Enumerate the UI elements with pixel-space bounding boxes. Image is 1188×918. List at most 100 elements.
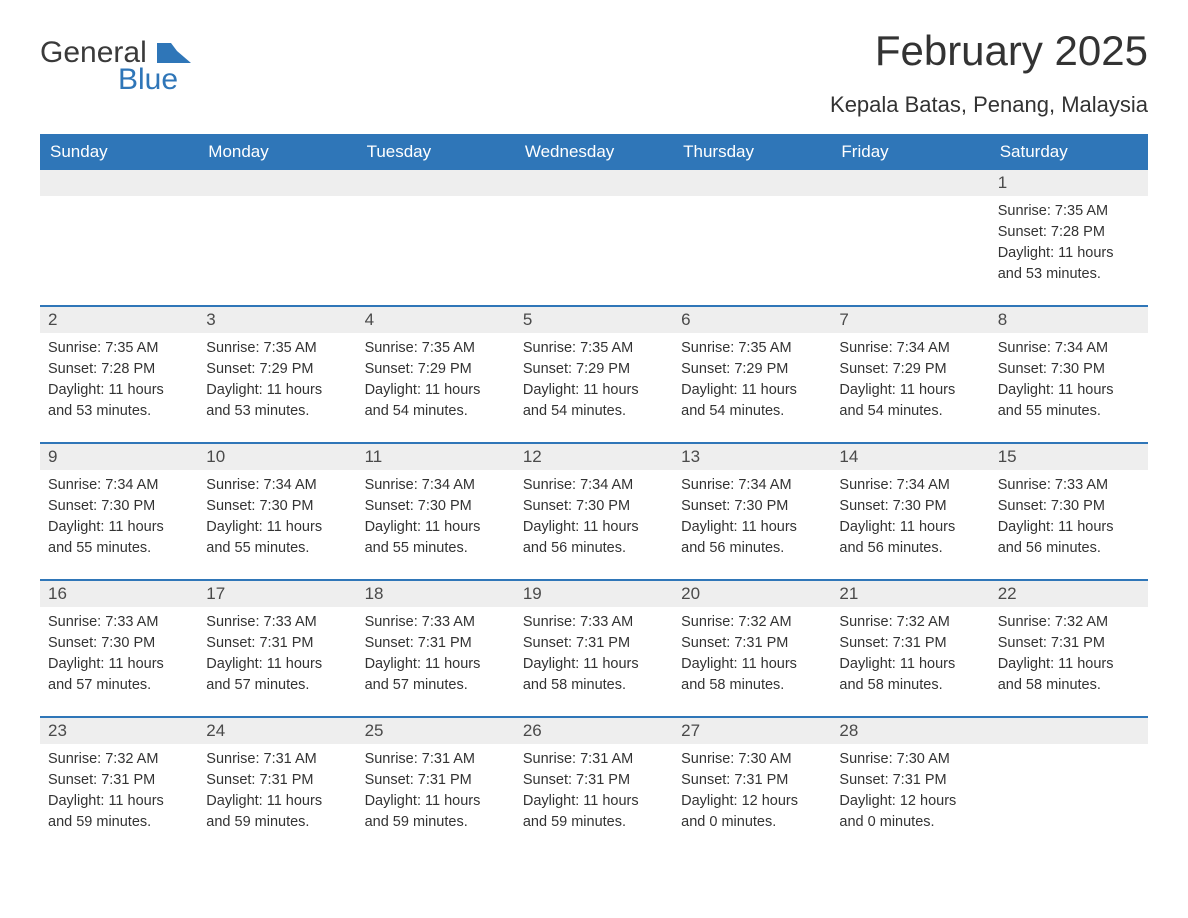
day-cell: 21Sunrise: 7:32 AMSunset: 7:31 PMDayligh… — [831, 581, 989, 704]
daynum-row: 3 — [198, 307, 356, 333]
day-cell: 22Sunrise: 7:32 AMSunset: 7:31 PMDayligh… — [990, 581, 1148, 704]
sunrise-text: Sunrise: 7:32 AM — [48, 749, 190, 770]
sunrise-text: Sunrise: 7:33 AM — [523, 612, 665, 633]
weeks-container: ......1Sunrise: 7:35 AMSunset: 7:28 PMDa… — [40, 170, 1148, 841]
day-content: Sunrise: 7:35 AMSunset: 7:28 PMDaylight:… — [990, 196, 1148, 285]
daynum-row: 25 — [357, 718, 515, 744]
day-content: Sunrise: 7:33 AMSunset: 7:31 PMDaylight:… — [515, 607, 673, 696]
brand-logo: General Blue — [40, 28, 191, 95]
day-number: 3 — [206, 310, 215, 329]
day-cell: 10Sunrise: 7:34 AMSunset: 7:30 PMDayligh… — [198, 444, 356, 567]
day-cell: 5 Sunrise: 7:35 AMSunset: 7:29 PMDaylight… — [515, 307, 673, 430]
day-cell: 1Sunrise: 7:35 AMSunset: 7:28 PMDaylight… — [990, 170, 1148, 293]
sunset-text: Sunset: 7:29 PM — [206, 359, 348, 380]
daylight-text: Daylight: 11 hours and 53 minutes. — [206, 380, 348, 422]
day-cell: 12Sunrise: 7:34 AMSunset: 7:30 PMDayligh… — [515, 444, 673, 567]
title-block: February 2025 Kepala Batas, Penang, Mala… — [830, 28, 1148, 128]
daynum-row: 24 — [198, 718, 356, 744]
day-number: 4 — [365, 310, 374, 329]
daynum-row: 23 — [40, 718, 198, 744]
daylight-text: Daylight: 11 hours and 56 minutes. — [523, 517, 665, 559]
daynum-row: 7 — [831, 307, 989, 333]
sunrise-text: Sunrise: 7:33 AM — [206, 612, 348, 633]
daylight-text: Daylight: 11 hours and 58 minutes. — [523, 654, 665, 696]
daylight-text: Daylight: 11 hours and 59 minutes. — [523, 791, 665, 833]
daynum-row: . — [990, 718, 1148, 744]
daynum-row: . — [357, 170, 515, 196]
daylight-text: Daylight: 11 hours and 57 minutes. — [48, 654, 190, 696]
sunrise-text: Sunrise: 7:35 AM — [681, 338, 823, 359]
week-row: 16Sunrise: 7:33 AMSunset: 7:30 PMDayligh… — [40, 579, 1148, 704]
sunrise-text: Sunrise: 7:31 AM — [365, 749, 507, 770]
day-content: Sunrise: 7:33 AMSunset: 7:30 PMDaylight:… — [990, 470, 1148, 559]
sunset-text: Sunset: 7:31 PM — [206, 633, 348, 654]
daynum-row: 26 — [515, 718, 673, 744]
month-title: February 2025 — [830, 28, 1148, 74]
day-cell: 6Sunrise: 7:35 AMSunset: 7:29 PMDaylight… — [673, 307, 831, 430]
sunset-text: Sunset: 7:29 PM — [681, 359, 823, 380]
daylight-text: Daylight: 12 hours and 0 minutes. — [839, 791, 981, 833]
day-number: 7 — [839, 310, 848, 329]
day-content: Sunrise: 7:35 AMSunset: 7:29 PMDaylight:… — [515, 333, 673, 422]
daynum-row: 5 — [515, 307, 673, 333]
sunrise-text: Sunrise: 7:34 AM — [839, 475, 981, 496]
daylight-text: Daylight: 11 hours and 54 minutes. — [365, 380, 507, 422]
weekday-header: Saturday — [990, 134, 1148, 170]
sunset-text: Sunset: 7:30 PM — [681, 496, 823, 517]
day-cell: 9Sunrise: 7:34 AMSunset: 7:30 PMDaylight… — [40, 444, 198, 567]
day-number: 13 — [681, 447, 700, 466]
day-number: 18 — [365, 584, 384, 603]
weekday-header: Monday — [198, 134, 356, 170]
daynum-row: 21 — [831, 581, 989, 607]
sunrise-text: Sunrise: 7:30 AM — [839, 749, 981, 770]
sunset-text: Sunset: 7:31 PM — [365, 633, 507, 654]
day-number: 5 — [523, 310, 532, 329]
daylight-text: Daylight: 11 hours and 54 minutes. — [681, 380, 823, 422]
day-content: Sunrise: 7:35 AMSunset: 7:28 PMDaylight:… — [40, 333, 198, 422]
sunset-text: Sunset: 7:29 PM — [839, 359, 981, 380]
sunrise-text: Sunrise: 7:33 AM — [48, 612, 190, 633]
sunset-text: Sunset: 7:31 PM — [365, 770, 507, 791]
daynum-row: 8 — [990, 307, 1148, 333]
daylight-text: Daylight: 11 hours and 55 minutes. — [998, 380, 1140, 422]
daylight-text: Daylight: 11 hours and 54 minutes. — [839, 380, 981, 422]
sunset-text: Sunset: 7:28 PM — [48, 359, 190, 380]
weekday-header: Wednesday — [515, 134, 673, 170]
day-number: 21 — [839, 584, 858, 603]
day-cell: 19 Sunrise: 7:33 AMSunset: 7:31 PMDayligh… — [515, 581, 673, 704]
day-cell: 7Sunrise: 7:34 AMSunset: 7:29 PMDaylight… — [831, 307, 989, 430]
daynum-row: . — [198, 170, 356, 196]
brand-text-blue: Blue — [40, 65, 191, 95]
day-cell: 8 Sunrise: 7:34 AMSunset: 7:30 PMDaylight… — [990, 307, 1148, 430]
day-cell: 14Sunrise: 7:34 AMSunset: 7:30 PMDayligh… — [831, 444, 989, 567]
sunset-text: Sunset: 7:31 PM — [998, 633, 1140, 654]
daynum-row: 13 — [673, 444, 831, 470]
sunrise-text: Sunrise: 7:31 AM — [206, 749, 348, 770]
day-cell: 3 Sunrise: 7:35 AMSunset: 7:29 PMDaylight… — [198, 307, 356, 430]
daylight-text: Daylight: 11 hours and 56 minutes. — [681, 517, 823, 559]
location-subtitle: Kepala Batas, Penang, Malaysia — [830, 92, 1148, 118]
day-cell-empty: . — [198, 170, 356, 293]
daynum-row: 17 — [198, 581, 356, 607]
daylight-text: Daylight: 11 hours and 53 minutes. — [48, 380, 190, 422]
sunrise-text: Sunrise: 7:35 AM — [365, 338, 507, 359]
day-cell: 26Sunrise: 7:31 AMSunset: 7:31 PMDayligh… — [515, 718, 673, 841]
day-number: 8 — [998, 310, 1007, 329]
sunset-text: Sunset: 7:31 PM — [681, 770, 823, 791]
day-content: Sunrise: 7:34 AMSunset: 7:30 PMDaylight:… — [673, 470, 831, 559]
day-cell-empty: . — [990, 718, 1148, 841]
sunset-text: Sunset: 7:29 PM — [523, 359, 665, 380]
daylight-text: Daylight: 11 hours and 55 minutes. — [48, 517, 190, 559]
day-content: Sunrise: 7:35 AMSunset: 7:29 PMDaylight:… — [198, 333, 356, 422]
day-number: 24 — [206, 721, 225, 740]
day-cell: 16Sunrise: 7:33 AMSunset: 7:30 PMDayligh… — [40, 581, 198, 704]
day-cell: 11Sunrise: 7:34 AMSunset: 7:30 PMDayligh… — [357, 444, 515, 567]
day-cell-empty: . — [357, 170, 515, 293]
day-number: 19 — [523, 584, 542, 603]
day-number: 12 — [523, 447, 542, 466]
sunrise-text: Sunrise: 7:35 AM — [48, 338, 190, 359]
sunrise-text: Sunrise: 7:35 AM — [523, 338, 665, 359]
day-number: 23 — [48, 721, 67, 740]
sunset-text: Sunset: 7:31 PM — [206, 770, 348, 791]
day-content: Sunrise: 7:34 AMSunset: 7:30 PMDaylight:… — [990, 333, 1148, 422]
